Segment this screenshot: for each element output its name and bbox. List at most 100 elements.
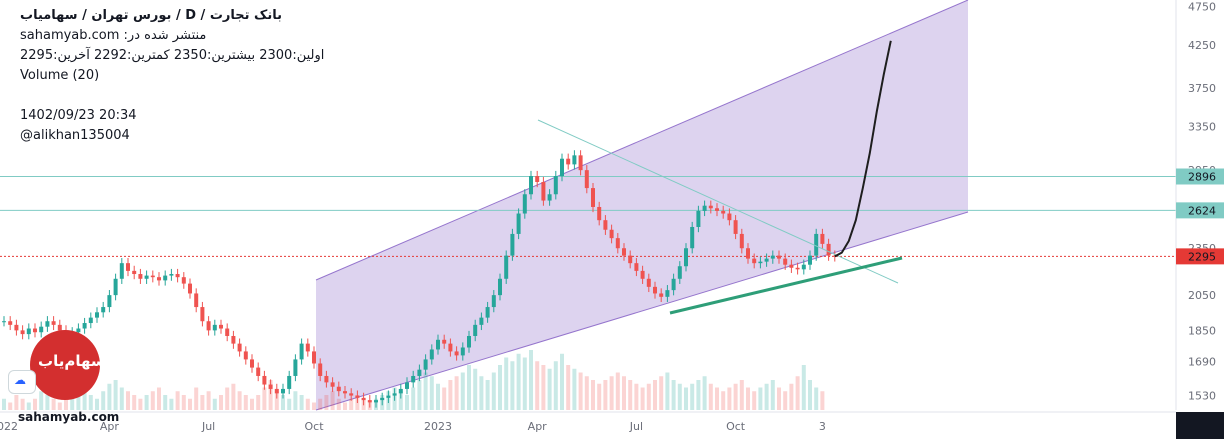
candle-body — [181, 277, 186, 284]
candle-body — [708, 205, 713, 209]
candle-body — [684, 248, 688, 267]
volume-bar — [312, 402, 316, 410]
volume-bar — [708, 383, 713, 410]
volume-bar — [287, 398, 292, 410]
candle-body — [653, 286, 657, 294]
candle-body — [547, 194, 552, 201]
volume-bar — [566, 365, 571, 410]
volume-bar — [126, 391, 130, 410]
volume-bar — [479, 376, 484, 410]
volume-bar — [721, 391, 726, 410]
candle-body — [665, 290, 670, 297]
candle-body — [343, 391, 347, 394]
candle-body — [194, 293, 199, 308]
volume-bar — [702, 376, 707, 410]
price-label-box — [1176, 248, 1224, 265]
candle-body — [566, 158, 571, 165]
volume-bar — [119, 387, 124, 410]
volume-bar — [26, 402, 31, 410]
candle-body — [157, 277, 161, 281]
volume-bar — [733, 383, 738, 410]
price-label-text: 2624 — [1188, 204, 1216, 217]
candle-body — [150, 275, 155, 278]
time-axis[interactable]: 2022 Apr Jul Oct 2023 Apr Jul Oct 3 — [0, 411, 1224, 439]
candle-body — [690, 226, 695, 249]
price-tick-label: 3750 — [1188, 82, 1216, 95]
volume-bar — [411, 387, 416, 410]
volume-bar — [498, 365, 502, 410]
channel-lower-line — [315, 211, 969, 411]
volume-bar — [510, 361, 515, 410]
candle-body — [764, 258, 769, 262]
volume-bar — [690, 383, 695, 410]
drawings[interactable] — [537, 40, 903, 315]
candle-body — [82, 323, 87, 329]
time-tick-label: 2023 — [424, 420, 452, 433]
volume-bar — [597, 383, 602, 410]
time-tick-label: 2022 — [0, 420, 18, 433]
candle-body — [808, 255, 812, 265]
logo-text: سهام‌یاب — [38, 352, 106, 370]
candle-body — [553, 176, 558, 195]
volume-bar — [8, 402, 13, 410]
candle-body — [76, 328, 81, 333]
volume-bar — [281, 395, 285, 410]
time-tick-label: Apr — [100, 420, 120, 433]
candle-body — [777, 255, 781, 259]
candle-body — [349, 393, 354, 396]
candle-body — [733, 220, 738, 234]
candle-body — [429, 349, 434, 360]
candle-body — [491, 295, 496, 308]
candle-body — [398, 388, 403, 394]
candle-body — [789, 264, 794, 268]
tradingview-badge-icon[interactable]: ☁ — [8, 370, 36, 394]
volume-bar — [473, 368, 478, 410]
candle-body — [355, 395, 360, 398]
candle-body — [107, 295, 112, 308]
volume-bar — [14, 395, 19, 410]
price-tick-label: 3350 — [1188, 120, 1216, 133]
candle-body — [504, 255, 509, 279]
candle-body — [206, 321, 211, 331]
volume-bar — [212, 398, 217, 410]
price-label-box — [1176, 202, 1224, 219]
candle-body — [188, 283, 192, 294]
candle-body — [727, 213, 732, 221]
volume-bar — [727, 387, 732, 410]
volume-bar — [200, 395, 205, 410]
candle-body — [392, 393, 397, 396]
chart-info-panel: بانک تجارت / D / بورس تهران / سهامیاب من… — [20, 6, 324, 146]
volume-bar — [467, 365, 471, 410]
price-tick-label: 4250 — [1188, 39, 1216, 52]
volume-bar — [783, 391, 788, 410]
price-tick-label: 1850 — [1188, 324, 1216, 337]
price-tick-label: 1530 — [1188, 390, 1216, 403]
candle-body — [578, 155, 583, 171]
volume-bar — [516, 353, 521, 410]
volume-bar — [591, 380, 595, 410]
candle-body — [8, 321, 13, 325]
candle-body — [51, 321, 56, 325]
candle-body — [516, 213, 521, 234]
volume-bar — [64, 398, 68, 410]
regression-channel[interactable] — [315, 0, 969, 411]
candle-body — [659, 293, 664, 297]
volume-bar — [622, 376, 626, 410]
volume-indicator-label[interactable]: Volume (20) — [20, 68, 100, 83]
candle-body — [405, 382, 409, 389]
candle-body — [45, 321, 50, 327]
candle-body — [436, 339, 440, 350]
candle-body — [498, 278, 502, 296]
candle-body — [826, 243, 831, 256]
volume-bar — [659, 376, 664, 410]
price-axis[interactable]: 4750425037503350295026242350205018501690… — [1175, 0, 1224, 439]
volume-bar — [429, 376, 434, 410]
volume-bar — [628, 380, 633, 410]
ohlc-values: اولین:2300 بیشترین:2350 کمترین:2292 آخری… — [20, 48, 325, 63]
volume-bar — [33, 398, 37, 410]
price-tick-label: 4750 — [1188, 1, 1216, 14]
candle-body — [442, 339, 447, 344]
volume-bar — [175, 391, 180, 410]
